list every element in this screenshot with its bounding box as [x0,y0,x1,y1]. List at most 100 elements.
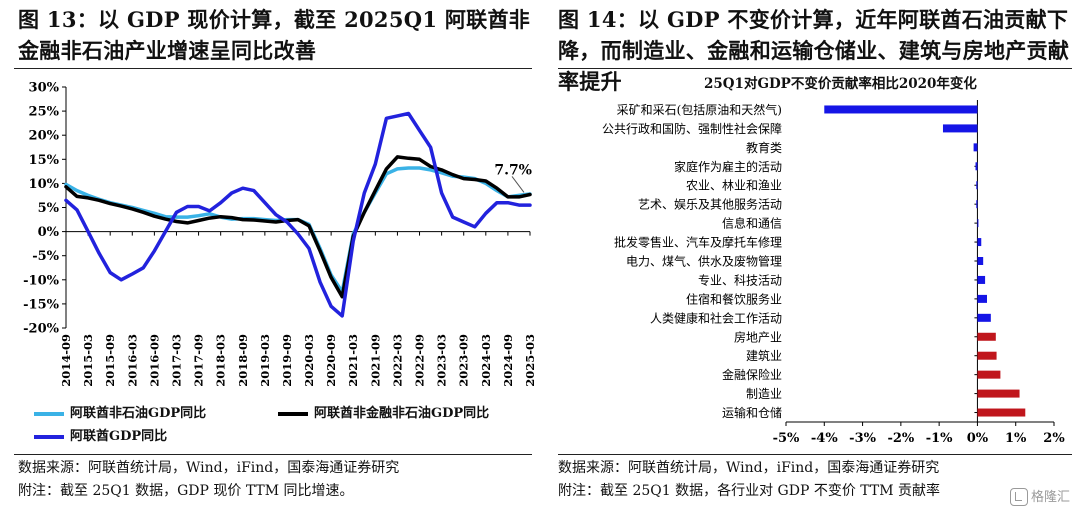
bar-x-tick-label: 1% [1005,431,1027,446]
x-tick-label: 2024-03 [479,334,493,387]
y-tick-label: -15% [23,297,59,312]
legend-label-non-fin-non-oil: 阿联酋非金融非石油GDP同比 [314,406,490,421]
left-figure-panel: 图 13：以 GDP 现价计算，截至 2025Q1 阿联酋非金融非石油产业增速呈… [14,7,537,499]
bar-14 [977,370,1001,379]
y-tick-label: 20% [29,129,60,144]
bar-category-label: 教育类 [746,140,782,155]
bar-chart: -5% -4% -3% -2% -1% 0% 1% 2% 采矿和采石(包括原油和天然气) 公共行政… [602,100,1065,446]
bar-15 [977,389,1020,398]
bar-category-label: 农业、林业和渔业 [686,179,782,193]
bar-category-label: 运输和仓储 [722,405,782,420]
x-tick-label: 2023-09 [457,334,471,387]
legend-label-non-oil: 阿联酋非石油GDP同比 [70,406,207,421]
left-source-note: 数据来源：阿联酋统计局，Wind，iFind，国泰海通证券研究 [18,460,400,476]
bar-category-label: 公共行政和国防、强制性社会保障 [602,121,782,136]
left-figure-title: 图 13：以 GDP 现价计算，截至 2025Q1 阿联酋非金融非石油产业增速呈… [18,7,531,63]
x-tick-label: 2025-03 [523,334,537,387]
left-top-rule [14,68,532,69]
y-tick-label: 0% [38,225,60,240]
y-tick-label: -20% [23,322,59,337]
x-tick-label: 2020-03 [302,334,316,387]
x-tick-label: 2024-09 [501,334,515,387]
bar-x-tick-label: -4% [811,431,838,446]
watermark-logo-icon [1009,488,1028,506]
bar-x-tick-label: -1% [926,431,953,446]
right-footnote: 附注：截至 25Q1 数据，各行业对 GDP 不变价 TTM 贡献率 [558,483,940,499]
x-tick-label: 2016-09 [147,334,161,387]
bar-x-tick-label: 2% [1043,431,1065,446]
bar-2 [973,143,978,152]
bar-13 [977,351,997,360]
line-chart: -20% -15% -10% -5% 0% 5% 10% 15% 20% 25% 30% 2014-0… [23,81,537,387]
right-bottom-rule [558,454,1072,455]
bar-9 [977,275,986,284]
x-tick-label: 2022-09 [413,334,427,387]
bar-category-label: 住宿和餐饮服务业 [686,291,782,306]
watermark: 格隆汇 [1009,486,1070,506]
x-tick-label: 2018-03 [214,334,228,387]
legend-swatch-gdp [34,434,64,439]
x-tick-label: 2017-03 [169,334,183,387]
bar-7 [977,238,982,247]
bar-chart-title: 25Q1对GDP不变价贡献率相比2020年变化 [704,76,977,92]
bar-x-tick-label: 0% [967,431,989,446]
x-tick-label: 2014-09 [59,334,73,387]
series-line-2 [64,111,532,318]
watermark-text: 格隆汇 [1030,489,1070,505]
x-tick-label: 2023-03 [435,334,449,387]
bar-category-label: 电力、煤气、供水及废物管理 [626,254,782,269]
bar-5 [976,200,978,209]
y-tick-label: 25% [29,105,60,120]
bar-category-label: 采矿和采石(包括原油和天然气) [617,102,782,117]
bar-category-label: 人类健康和社会工作活动 [650,310,782,325]
y-tick-label: 5% [38,201,60,216]
x-tick-label: 2018-09 [236,334,250,387]
bar-0 [824,105,978,114]
bar-category-label: 制造业 [746,387,782,401]
annotation-label: 7.7% [494,162,532,178]
y-tick-label: -10% [23,273,59,288]
y-tick-label: 15% [29,153,60,168]
x-tick-label: 2015-03 [81,334,95,387]
series-line-1 [64,155,532,299]
legend-swatch-non-oil [34,411,64,416]
bar-category-label: 建筑业 [746,348,782,363]
annotation-leader [511,176,525,193]
x-tick-label: 2022-03 [390,334,404,387]
left-footnote: 附注：截至 25Q1 数据，GDP 现价 TTM 同比增速。 [18,483,354,499]
y-tick-label: -5% [32,249,59,264]
bar-16 [977,408,1026,417]
right-top-rule [558,68,1072,69]
bar-6 [977,219,979,228]
left-bottom-rule [14,454,532,455]
bar-x-tick-label: -3% [849,431,876,446]
bar-category-label: 艺术、娱乐及其他服务活动 [638,197,782,212]
y-tick-label: 10% [29,177,60,192]
legend-item-non-oil: 阿联酋非石油GDP同比 [34,405,206,423]
bar-category-label: 信息和通信 [722,216,782,231]
x-tick-label: 2017-09 [192,334,206,387]
bar-category-label: 房地产业 [734,329,782,344]
x-tick-label: 2015-09 [103,334,117,387]
bar-category-label: 批发零售业、汽车及摩托车修理 [614,235,782,250]
x-tick-label: 2021-03 [346,334,360,387]
bar-12 [977,332,996,341]
x-tick-label: 2019-03 [258,334,272,387]
bar-11 [977,313,991,322]
bar-category-label: 家庭作为雇主的活动 [674,159,782,174]
bar-category-label: 金融保险业 [722,367,782,382]
x-tick-label: 2020-09 [324,334,338,387]
x-tick-label: 2021-09 [368,334,382,387]
x-tick-label: 2019-09 [280,334,294,387]
bar-category-label: 专业、科技活动 [698,272,782,287]
legend-label-gdp: 阿联酋GDP同比 [70,429,168,444]
y-tick-label: 30% [29,81,60,96]
right-figure-title: 图 14：以 GDP 不变价计算，近年阿联酋石油贡献下降，而制造业、金融和运输仓… [558,7,1070,94]
bar-x-tick-label: -5% [773,431,800,446]
legend-item-non-fin-non-oil: 阿联酋非金融非石油GDP同比 [278,405,489,423]
bar-10 [977,294,987,303]
bar-x-tick-label: -2% [887,431,914,446]
x-tick-label: 2016-03 [125,334,139,387]
bar-8 [977,257,984,265]
bar-4 [976,181,978,190]
